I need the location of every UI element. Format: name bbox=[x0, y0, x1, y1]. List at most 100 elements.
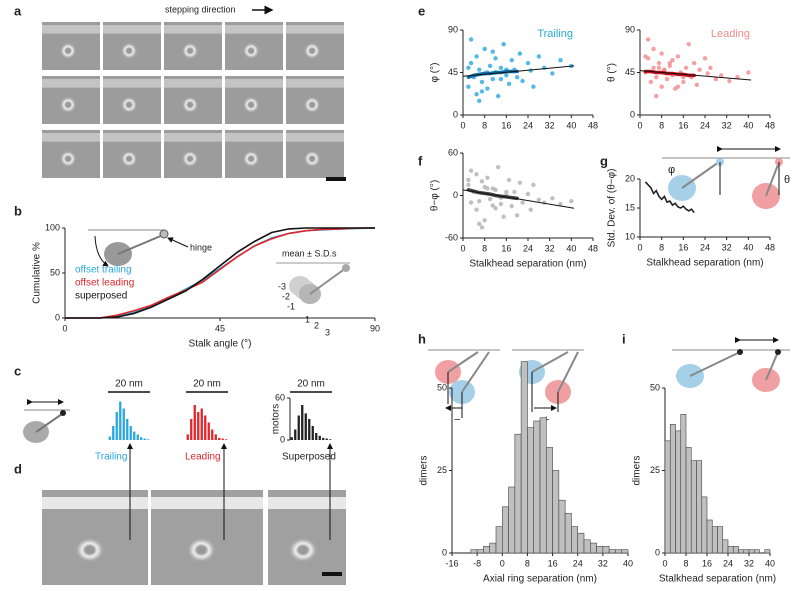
image-label: Trailing bbox=[95, 452, 127, 463]
point bbox=[651, 46, 656, 52]
point bbox=[501, 214, 506, 219]
point bbox=[474, 172, 479, 177]
point bbox=[498, 76, 504, 82]
y-tick-label: 10 bbox=[625, 231, 635, 241]
bar bbox=[211, 429, 214, 440]
membrane bbox=[286, 25, 344, 34]
y-tick-label: 50 bbox=[650, 382, 660, 392]
point bbox=[512, 189, 517, 195]
sd-step: 1 bbox=[305, 314, 310, 324]
bar bbox=[545, 447, 553, 554]
bar bbox=[193, 405, 196, 440]
bar bbox=[764, 549, 771, 554]
x-tick-label: 8 bbox=[683, 558, 688, 568]
point bbox=[496, 164, 501, 170]
bar bbox=[329, 439, 332, 440]
bar bbox=[602, 546, 610, 554]
scale-label: 20 nm bbox=[193, 379, 221, 390]
x-tick-label: 24 bbox=[700, 120, 710, 130]
point bbox=[528, 68, 533, 73]
bar bbox=[727, 546, 734, 554]
point bbox=[496, 93, 501, 99]
membrane bbox=[286, 133, 344, 142]
x-tick-label: 40 bbox=[743, 242, 753, 252]
x-tick-label: 0 bbox=[637, 242, 642, 252]
particle bbox=[121, 97, 137, 113]
bar bbox=[221, 438, 224, 440]
point bbox=[474, 92, 479, 97]
y-axis-label: Std. Dev. of (θ−φ) bbox=[607, 169, 618, 248]
bar bbox=[207, 422, 210, 440]
point bbox=[485, 175, 490, 180]
fit-line bbox=[639, 70, 752, 81]
bar bbox=[701, 496, 708, 554]
y-tick-label: 0 bbox=[630, 109, 635, 119]
x-tick-label: -16 bbox=[445, 558, 458, 568]
point bbox=[550, 196, 555, 201]
point bbox=[713, 76, 719, 82]
point bbox=[468, 200, 474, 205]
point bbox=[490, 203, 495, 208]
point bbox=[485, 86, 490, 91]
point bbox=[643, 54, 648, 59]
panel-letter: i bbox=[622, 331, 626, 346]
point bbox=[466, 177, 471, 183]
bar bbox=[186, 434, 189, 440]
x-tick-label: 32 bbox=[545, 243, 555, 253]
bar bbox=[294, 429, 297, 440]
point bbox=[509, 203, 514, 209]
x-tick-label: 0 bbox=[662, 558, 667, 568]
y-tick-label: 0 bbox=[453, 109, 458, 119]
membrane bbox=[164, 25, 222, 34]
x-axis-label: Stalkhead separation (nm) bbox=[646, 258, 763, 269]
scale-label: 20 nm bbox=[115, 379, 143, 390]
point bbox=[498, 201, 504, 207]
fit-line bbox=[462, 189, 575, 209]
bar bbox=[738, 549, 745, 554]
point bbox=[493, 187, 498, 193]
point bbox=[536, 197, 542, 202]
x-tick-label: 40 bbox=[743, 120, 753, 130]
point bbox=[691, 60, 697, 66]
angle-cartoon bbox=[662, 146, 790, 209]
point bbox=[504, 73, 509, 78]
membrane bbox=[225, 133, 283, 142]
point bbox=[746, 70, 751, 75]
scale-label: 20 nm bbox=[297, 379, 325, 390]
particle bbox=[243, 97, 259, 113]
scale-bar bbox=[322, 572, 342, 576]
point bbox=[474, 54, 479, 59]
bar bbox=[495, 526, 503, 554]
dimer-cartoon bbox=[428, 349, 584, 418]
bar bbox=[301, 405, 304, 440]
bar bbox=[571, 526, 579, 554]
point bbox=[550, 71, 555, 76]
x-tick-label: 8 bbox=[659, 242, 664, 252]
bar bbox=[690, 460, 697, 554]
x-tick-label: 32 bbox=[545, 120, 555, 130]
point bbox=[659, 84, 664, 89]
point bbox=[569, 198, 574, 204]
bar bbox=[743, 549, 750, 554]
point bbox=[514, 213, 520, 218]
point bbox=[482, 46, 487, 52]
x-tick-label: 40 bbox=[566, 243, 576, 253]
bar bbox=[197, 412, 200, 440]
sd-cartoon bbox=[276, 262, 350, 304]
point bbox=[493, 56, 498, 61]
x-tick-label: 24 bbox=[700, 242, 710, 252]
y-tick-label: 0 bbox=[453, 190, 458, 200]
point bbox=[517, 51, 523, 56]
point bbox=[727, 78, 732, 84]
particle bbox=[60, 151, 76, 167]
bar bbox=[315, 433, 318, 440]
angle-label: θ bbox=[784, 174, 790, 186]
line bbox=[65, 227, 375, 319]
particle bbox=[187, 538, 216, 562]
point bbox=[708, 65, 713, 70]
point bbox=[675, 54, 681, 59]
point bbox=[683, 65, 689, 70]
bar bbox=[669, 423, 676, 554]
x-tick-label: 24 bbox=[723, 558, 733, 568]
point bbox=[656, 65, 662, 70]
